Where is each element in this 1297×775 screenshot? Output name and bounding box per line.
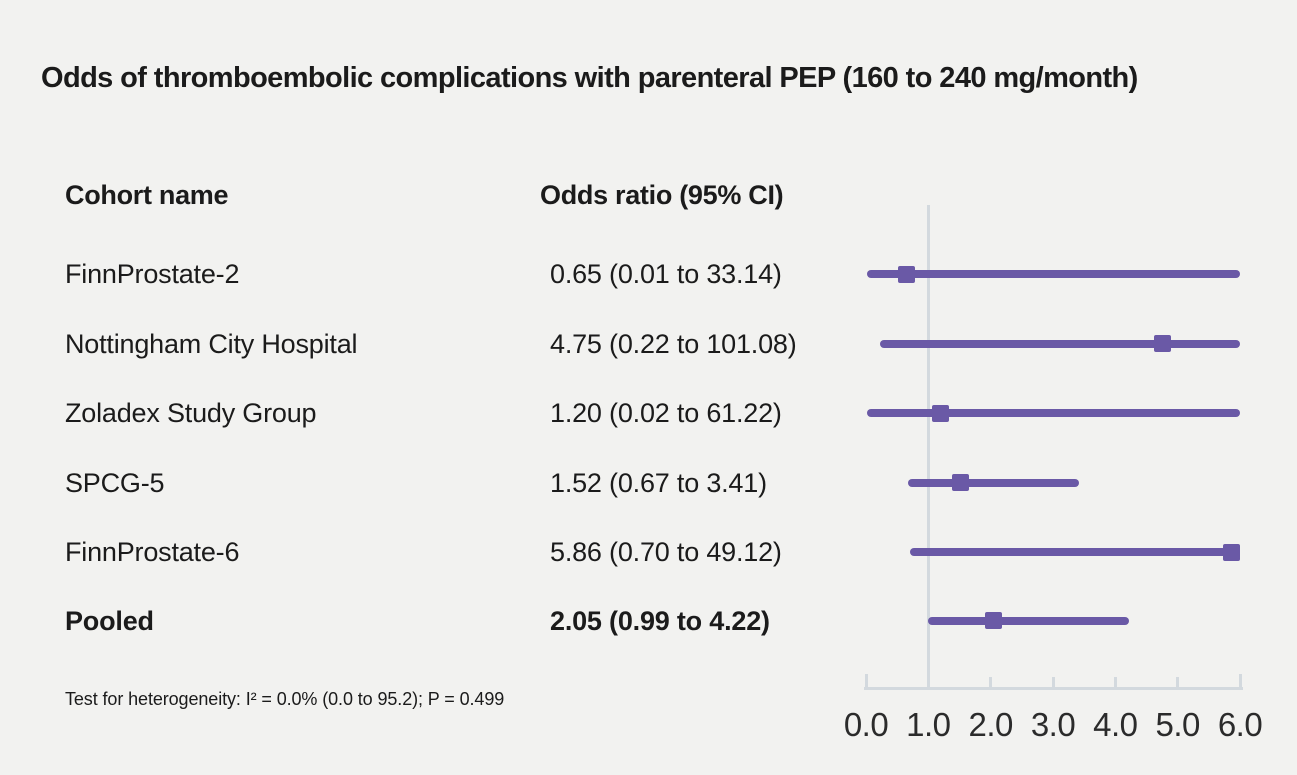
figure-title: Odds of thromboembolic complications wit… [41, 62, 1138, 94]
cohort-label: FinnProstate-6 [65, 537, 240, 567]
odds-ratio-marker [1153, 335, 1171, 352]
odds-ratio-value: 2.05 (0.99 to 4.22) [550, 605, 770, 636]
cohort-label: Nottingham City Hospital [65, 328, 358, 359]
confidence-interval-line [879, 339, 1240, 348]
axis-tick-label: 0.0 [843, 706, 889, 743]
odds-ratio-marker [898, 265, 916, 283]
confidence-interval-line [909, 548, 1240, 556]
axis-tick [1176, 677, 1180, 687]
confidence-interval-line [907, 478, 1079, 487]
confidence-interval-line [867, 409, 1240, 417]
cohort-label: Pooled [65, 605, 154, 636]
cohort-label: SPCG-5 [65, 467, 165, 498]
odds-ratio-value: 1.52 (0.67 to 3.41) [550, 467, 767, 498]
axis-tick [989, 677, 993, 687]
axis-tick-label: 2.0 [968, 706, 1013, 743]
cohort-label: FinnProstate-2 [65, 259, 240, 289]
odds-ratio-value: 5.86 (0.70 to 49.12) [550, 537, 782, 567]
axis-tick [864, 674, 868, 687]
axis-tick-label: 4.0 [1093, 706, 1138, 743]
reference-line-or-1 [927, 205, 930, 688]
axis-tick-label: 6.0 [1217, 706, 1263, 743]
axis-tick [926, 677, 930, 687]
axis-tick-label: 1.0 [906, 706, 951, 743]
x-axis-line [864, 687, 1243, 690]
axis-tick [1113, 677, 1117, 687]
cohort-label: Zoladex Study Group [65, 398, 317, 428]
odds-ratio-marker [985, 612, 1003, 629]
odds-ratio-marker [932, 404, 950, 422]
axis-tick-label: 5.0 [1155, 706, 1200, 743]
odds-ratio-value: 0.65 (0.01 to 33.14) [550, 259, 782, 289]
heterogeneity-note: Test for heterogeneity: I² = 0.0% (0.0 t… [65, 689, 505, 709]
odds-ratio-marker [952, 474, 970, 491]
axis-tick [1238, 674, 1242, 687]
axis-tick-label: 3.0 [1030, 706, 1076, 743]
column-header-odds-ratio: Odds ratio (95% CI) [540, 180, 784, 210]
axis-tick [1051, 677, 1055, 687]
odds-ratio-value: 4.75 (0.22 to 101.08) [550, 328, 797, 359]
odds-ratio-marker [1222, 543, 1240, 561]
column-header-cohort: Cohort name [65, 180, 229, 210]
confidence-interval-line [927, 616, 1130, 625]
confidence-interval-line [866, 270, 1240, 278]
odds-ratio-value: 1.20 (0.02 to 61.22) [550, 398, 782, 428]
